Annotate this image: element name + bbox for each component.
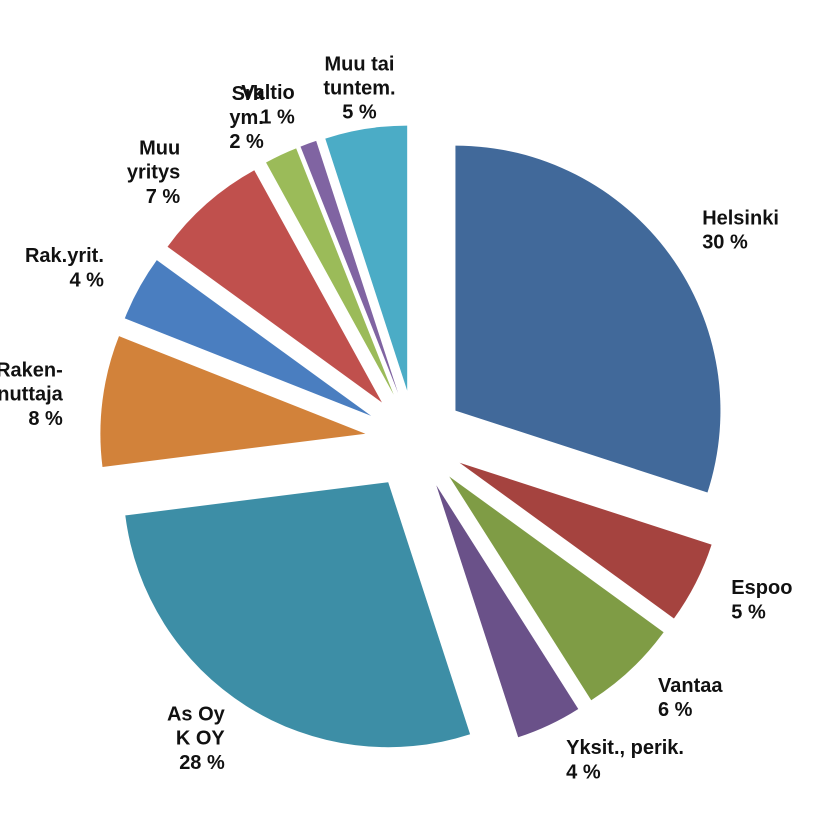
value-label: 6 % xyxy=(658,699,693,721)
slice-label: Muu yritys xyxy=(127,138,180,184)
slice-label: Raken-nuttaja xyxy=(0,360,64,406)
slice-label: Vantaa xyxy=(658,675,723,697)
slice-label: Yksit., perik. xyxy=(566,737,684,759)
pie-slice xyxy=(100,336,366,467)
value-label: 8 % xyxy=(28,408,63,430)
pie-slice xyxy=(436,485,579,738)
pie-slice xyxy=(167,170,382,403)
value-label: 5 % xyxy=(731,601,766,623)
pie-slice xyxy=(449,476,664,701)
value-label: 4 % xyxy=(69,269,104,291)
slice-label: Muu tai tuntem. xyxy=(323,54,395,100)
value-label: 7 % xyxy=(146,186,181,208)
slice-label: Rak.yrit. xyxy=(25,245,104,267)
value-label: 30 % xyxy=(702,232,748,254)
slice-label: Srk ym. xyxy=(229,83,264,129)
pie-slice xyxy=(125,482,471,748)
value-label: 1 % xyxy=(260,106,295,128)
value-label: 5 % xyxy=(342,102,377,124)
pie-slice xyxy=(325,125,408,391)
value-label: 4 % xyxy=(566,761,601,783)
value-label: 28 % xyxy=(179,752,225,774)
pie-slice xyxy=(124,260,372,416)
slice-label: Helsinki xyxy=(702,208,779,230)
pie-slice xyxy=(300,140,399,393)
pie-slice xyxy=(455,145,721,493)
pie-slice xyxy=(266,148,394,395)
slice-label: As Oy K OY xyxy=(167,704,226,750)
slice-label: Espoo xyxy=(731,577,792,599)
slice-label: Valtio xyxy=(241,82,294,104)
value-label: 2 % xyxy=(229,131,264,153)
pie-slice xyxy=(459,462,712,619)
